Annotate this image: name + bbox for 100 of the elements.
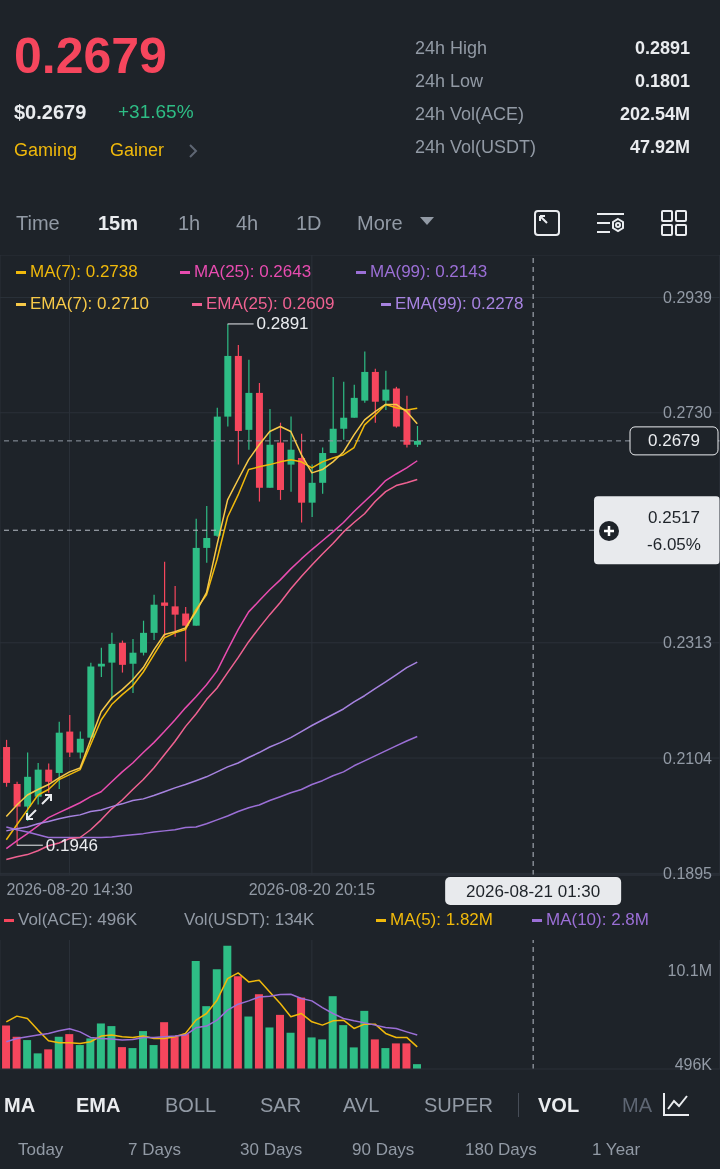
- text: MA: [622, 1093, 652, 1117]
- candlestick: [171, 585, 179, 638]
- bar: [128, 1048, 137, 1069]
- text: Today: [18, 1140, 64, 1161]
- text: +31.65%: [118, 101, 194, 124]
- bar: [54, 1036, 63, 1069]
- text: AVL: [343, 1093, 380, 1117]
- bar: [65, 1034, 74, 1069]
- text: 15m: [98, 211, 139, 235]
- candlestick: [350, 384, 358, 419]
- text: 202.54M: [619, 104, 690, 126]
- legend-label: MA(10): 2.8M: [546, 910, 649, 931]
- bar: [170, 1036, 179, 1069]
- bar: [44, 1049, 53, 1069]
- text: More: [357, 211, 403, 235]
- bar: [23, 1040, 32, 1069]
- legend-label: MA(7): 0.2738: [30, 262, 138, 283]
- bar: [86, 1038, 95, 1069]
- bar: [223, 945, 232, 1069]
- annotation: 0.2891: [256, 314, 309, 334]
- y-tick-label: 0.2730: [663, 404, 713, 422]
- text: SUPER: [424, 1093, 493, 1117]
- bar: [181, 1034, 190, 1069]
- text: 180 Days: [465, 1140, 537, 1161]
- bar: [307, 1037, 316, 1069]
- text: 1D: [296, 211, 322, 235]
- legend-label: Vol(ACE): 496K: [18, 910, 138, 931]
- candlestick: [308, 464, 316, 518]
- text: SAR: [260, 1093, 302, 1117]
- bar: [339, 1025, 348, 1069]
- text: 1h: [178, 211, 201, 235]
- bar: [233, 976, 242, 1069]
- bar: [297, 997, 306, 1069]
- bar: [402, 1043, 411, 1069]
- text: Gaming: [14, 140, 78, 162]
- candlestick: [66, 714, 74, 758]
- text: Time: [16, 211, 60, 235]
- text: 24h Vol(USDT): [415, 137, 537, 159]
- text: 24h Low: [415, 71, 484, 93]
- text: 4h: [236, 211, 259, 235]
- bar: [349, 1047, 358, 1069]
- legend-label: MA(99): 0.2143: [370, 262, 488, 283]
- text: Gainer: [110, 140, 165, 162]
- ref-line-label: 2026-08-21 01:30: [466, 881, 601, 901]
- bar: [391, 1043, 400, 1069]
- legend-label: EMA(99): 0.2278: [395, 294, 524, 315]
- text: $0.2679: [14, 100, 87, 124]
- y-tick-label: 0.2939: [663, 288, 713, 306]
- candlestick: [140, 620, 148, 657]
- ref-line-label: 0.2517: [648, 507, 700, 527]
- x-tick-label: 2026-08-20 20:15: [248, 880, 376, 898]
- text: 30 Days: [240, 1140, 303, 1161]
- bar: [276, 1014, 284, 1069]
- text: MA: [4, 1093, 36, 1117]
- legend-label: EMA(7): 0.2710: [30, 294, 150, 315]
- text: VOL: [538, 1093, 580, 1117]
- text: 0.1801: [634, 71, 690, 93]
- candlestick: [161, 561, 169, 638]
- text: 0.2891: [634, 38, 690, 60]
- bar: [2, 1025, 11, 1069]
- text: Vol(USDT): 134K: [184, 910, 315, 931]
- candlestick: [129, 638, 137, 694]
- candlestick: [413, 425, 421, 448]
- y-tick-label: 10.1M: [667, 961, 712, 979]
- candlestick: [76, 730, 84, 760]
- ref-line-label: 0.2679: [648, 431, 700, 451]
- candlestick: [108, 632, 116, 701]
- y-tick-label: 0.2104: [663, 749, 713, 767]
- bar: [254, 994, 263, 1069]
- legend-label: EMA(25): 0.2609: [206, 294, 335, 315]
- bar: [370, 1039, 379, 1069]
- candlestick: [182, 606, 190, 663]
- candlestick: [382, 370, 390, 411]
- text: BOLL: [165, 1093, 217, 1117]
- x-tick-label: 2026-08-20 14:30: [6, 880, 133, 898]
- y-tick-label: 0.1895: [663, 864, 713, 882]
- text: 90 Days: [352, 1140, 415, 1161]
- bar: [265, 1027, 274, 1069]
- line-series: [5, 993, 418, 1043]
- text: 24h Vol(ACE): [415, 104, 525, 126]
- bar: [33, 1053, 42, 1069]
- text: 1 Year: [592, 1140, 641, 1161]
- candlestick: [340, 381, 348, 441]
- bar: [160, 1022, 169, 1069]
- bar: [360, 1010, 369, 1069]
- candlestick: [118, 639, 126, 674]
- bar: [328, 996, 337, 1069]
- annotation: -6.05%: [647, 535, 701, 556]
- bar: [149, 1045, 158, 1069]
- text: 7 Days: [128, 1140, 181, 1161]
- bar: [286, 1032, 295, 1069]
- bar: [75, 1045, 84, 1069]
- line-series: [5, 661, 418, 832]
- candlestick: [203, 505, 211, 564]
- y-tick-label: 0.2313: [663, 634, 713, 652]
- y-tick-label: 496K: [674, 1055, 713, 1073]
- bar: [191, 961, 200, 1069]
- candlestick: [13, 781, 21, 846]
- annotation: 0.1946: [45, 835, 98, 855]
- bar: [12, 1036, 21, 1069]
